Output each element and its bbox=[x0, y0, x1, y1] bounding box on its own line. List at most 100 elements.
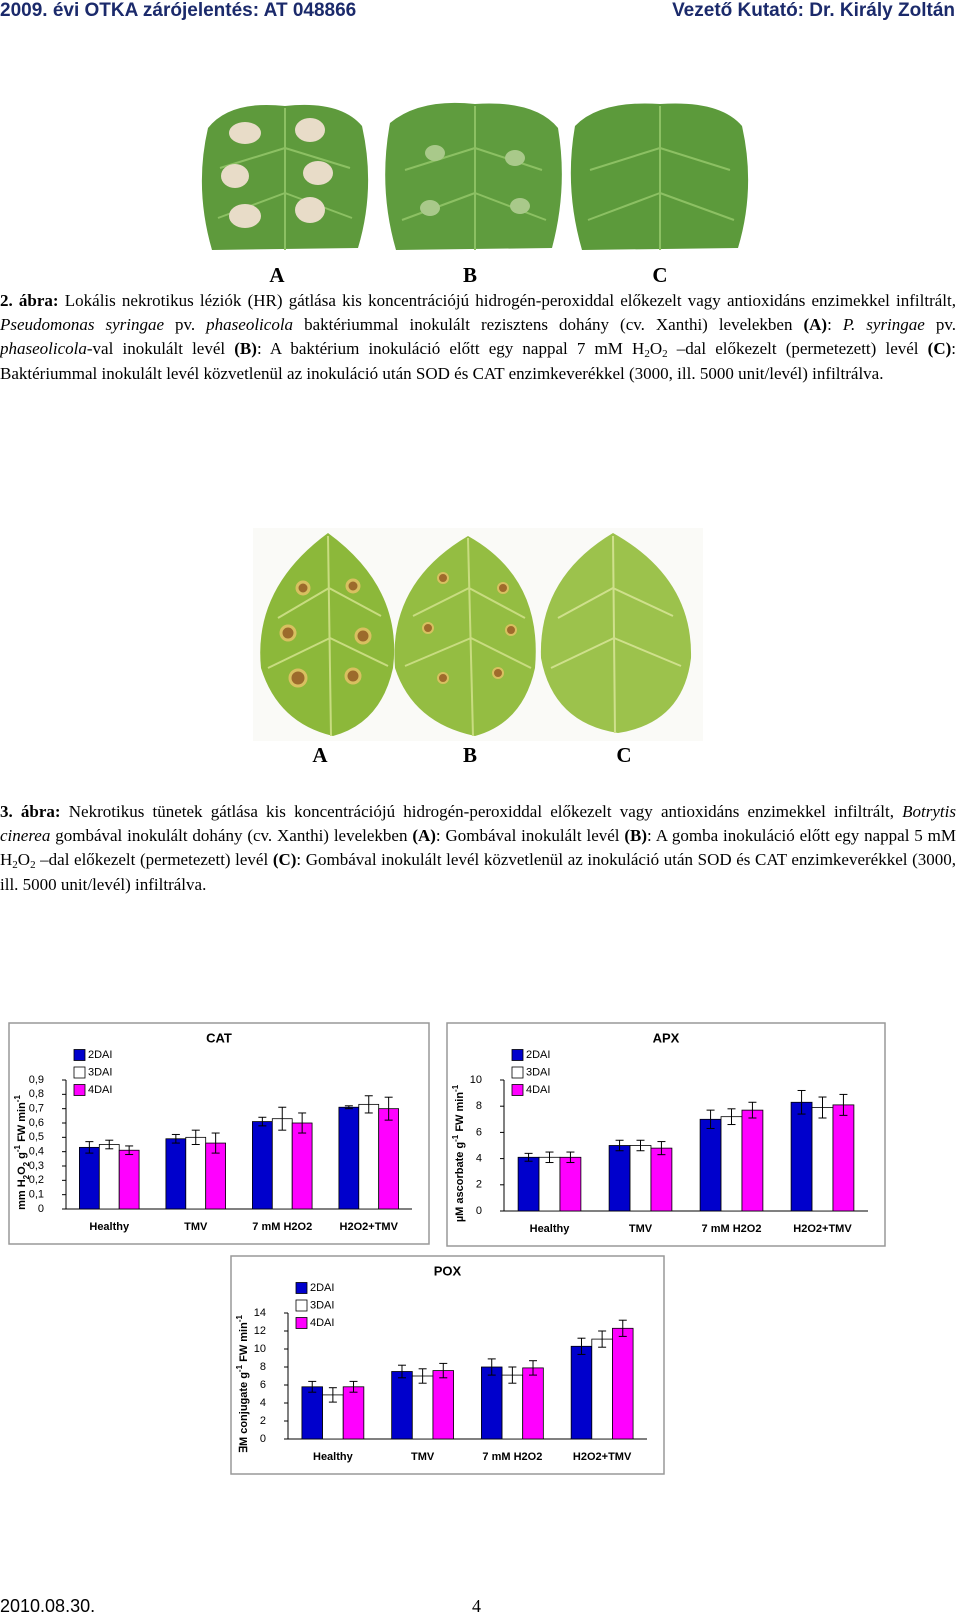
caption-run: -val inokulált levél bbox=[86, 339, 235, 359]
footer-date: 2010.08.30. bbox=[0, 1596, 96, 1616]
y-tick-label: 4 bbox=[476, 1153, 482, 1165]
caption-run: : Gombával inokulált levél közvetlenül a… bbox=[0, 850, 956, 894]
x-tick-label: H2O2+TMV bbox=[340, 1221, 399, 1233]
y-tick-label: 0,4 bbox=[29, 1146, 44, 1158]
y-tick-label: 0,8 bbox=[29, 1088, 44, 1100]
caption-run: 3. ábra: bbox=[0, 802, 61, 821]
y-tick-label: 0 bbox=[38, 1203, 44, 1215]
caption-run: : Gombával inokulált levél bbox=[435, 826, 625, 846]
figure2-photo bbox=[201, 102, 749, 250]
bar bbox=[432, 1370, 454, 1440]
panel-label: B bbox=[462, 743, 478, 767]
caption-run: pv. bbox=[164, 315, 207, 335]
y-tick-label: 0,6 bbox=[29, 1117, 44, 1129]
leaf-a bbox=[201, 104, 369, 250]
bar bbox=[650, 1147, 673, 1212]
bar bbox=[720, 1116, 743, 1212]
y-tick-label: 6 bbox=[260, 1379, 266, 1391]
y-tick-label: 0,3 bbox=[29, 1160, 44, 1172]
bar bbox=[790, 1101, 813, 1212]
caption-run: O bbox=[17, 850, 31, 870]
y-axis-label-part: -1 bbox=[451, 1084, 460, 1092]
caption-run: baktériummal inokulált rezisztens dohány… bbox=[293, 315, 804, 335]
bar bbox=[481, 1366, 503, 1440]
bar bbox=[612, 1327, 634, 1440]
caption-run: pv. bbox=[924, 315, 956, 335]
bar bbox=[301, 1386, 323, 1440]
y-axis-label-part: -1 bbox=[235, 1314, 244, 1322]
bar bbox=[118, 1149, 140, 1210]
caption-run: : bbox=[827, 315, 843, 335]
y-tick-label: 2 bbox=[260, 1415, 266, 1427]
bar bbox=[411, 1375, 434, 1440]
y-axis-label-part: ∃M conjugate g bbox=[238, 1372, 250, 1453]
legend-label: 3DAI bbox=[526, 1066, 550, 1078]
bar bbox=[832, 1104, 855, 1212]
y-tick-label: 0 bbox=[260, 1433, 266, 1445]
y-tick-label: 0 bbox=[476, 1205, 482, 1217]
y-axis-label-part: FW min bbox=[238, 1322, 250, 1365]
caption-run: phaseolicola bbox=[0, 339, 87, 359]
y-tick-label: 0,1 bbox=[29, 1189, 44, 1201]
header-left: 2009. évi OTKA zárójelentés: AT 048866 bbox=[0, 0, 357, 21]
y-tick-label: 10 bbox=[470, 1074, 482, 1086]
x-tick-label: TMV bbox=[629, 1223, 653, 1235]
y-tick-label: 0,7 bbox=[29, 1103, 44, 1115]
bar bbox=[185, 1136, 207, 1210]
x-tick-label: Healthy bbox=[313, 1451, 354, 1463]
bar bbox=[570, 1345, 593, 1440]
y-axis-label-part: -1 bbox=[451, 1134, 460, 1142]
header-right: Vezető Kutató: Dr. Király Zoltán bbox=[672, 0, 955, 21]
bar bbox=[811, 1107, 834, 1212]
page-number: 4 bbox=[472, 1596, 481, 1616]
y-tick-label: 8 bbox=[260, 1361, 266, 1373]
caption-run: Nekrotikus tünetek gátlása kis koncentrá… bbox=[60, 802, 903, 821]
x-tick-label: 7 mM H2O2 bbox=[482, 1451, 542, 1463]
y-tick-label: 0,2 bbox=[29, 1174, 44, 1186]
caption-run: Botrytis cinerea bbox=[0, 802, 956, 846]
caption-run: (B) bbox=[234, 339, 257, 359]
bar bbox=[522, 1367, 544, 1440]
y-tick-label: 0,9 bbox=[29, 1074, 44, 1086]
y-tick-label: 8 bbox=[476, 1100, 482, 1112]
y-axis-label-part: mm H bbox=[16, 1179, 28, 1210]
x-tick-label: 7 mM H2O2 bbox=[702, 1223, 762, 1235]
bar bbox=[291, 1122, 313, 1210]
caption-run: (C) bbox=[272, 850, 297, 870]
y-axis-label-part: -1 bbox=[13, 1144, 22, 1152]
leaf-c bbox=[540, 533, 692, 734]
bar bbox=[338, 1106, 360, 1210]
y-tick-label: 4 bbox=[260, 1397, 266, 1409]
leaf-b bbox=[385, 102, 562, 250]
bar bbox=[699, 1118, 722, 1212]
leaf-b bbox=[394, 536, 536, 737]
bar bbox=[342, 1386, 365, 1440]
legend-swatch bbox=[511, 1084, 524, 1096]
leaf-c bbox=[570, 103, 749, 250]
y-tick-label: 12 bbox=[254, 1325, 266, 1337]
x-tick-label: Healthy bbox=[89, 1221, 130, 1233]
caption-run: : Baktériummal inokulált levél közvetlen… bbox=[0, 339, 957, 383]
x-tick-label: H2O2+TMV bbox=[793, 1223, 852, 1235]
bar bbox=[252, 1121, 273, 1210]
caption-run: –dal előkezelt (permetezett) levél bbox=[667, 339, 928, 359]
legend-label: 4DAI bbox=[310, 1317, 334, 1329]
y-axis-label-part: O bbox=[16, 1166, 28, 1175]
caption-run: Lokális nekrotikus léziók (HR) gátlása k… bbox=[58, 291, 956, 310]
panel-label: C bbox=[616, 743, 632, 767]
figure3-photo bbox=[253, 528, 703, 741]
y-tick-label: 6 bbox=[476, 1126, 482, 1138]
figure3-caption: 3. ábra: Nekrotikus tünetek gátlása kis … bbox=[0, 800, 956, 897]
y-axis-label-part: g bbox=[16, 1152, 28, 1162]
panel-label: A bbox=[312, 743, 328, 767]
caption-run: (A) bbox=[803, 315, 828, 335]
y-axis-label: ∃M conjugate g-1 FW min-1 bbox=[235, 1314, 250, 1452]
y-axis-label-part: FW min bbox=[16, 1102, 28, 1145]
chart-title: APX bbox=[653, 1030, 680, 1045]
bar bbox=[517, 1156, 540, 1212]
caption-run: Pseudomonas syringae bbox=[0, 315, 164, 335]
x-tick-label: TMV bbox=[411, 1451, 435, 1463]
